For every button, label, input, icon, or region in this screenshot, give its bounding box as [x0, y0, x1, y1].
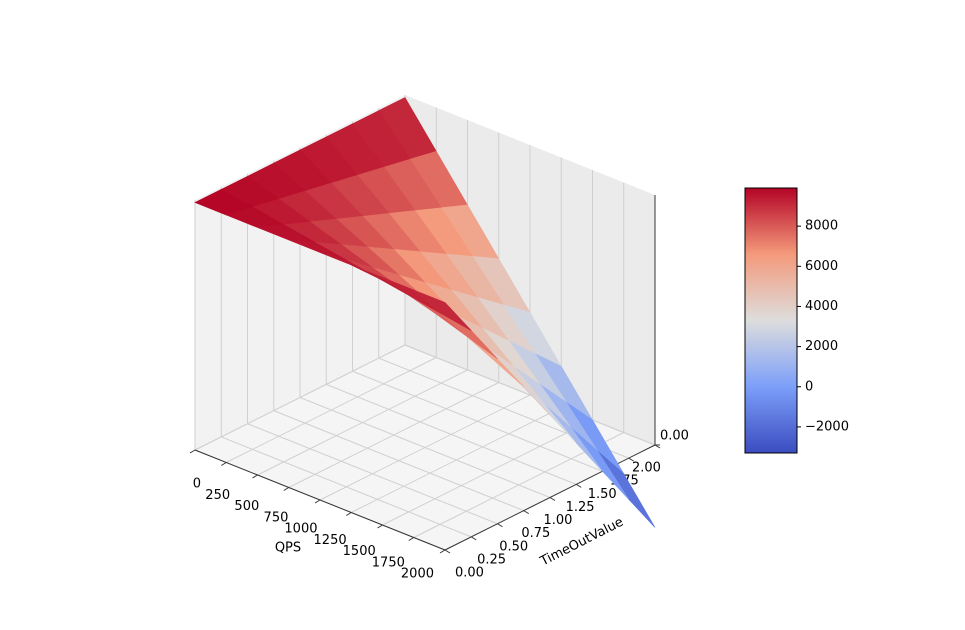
colorbar-tick-label: 4000: [805, 299, 838, 314]
y-tick: [523, 510, 530, 515]
x-tick-label: 1000: [284, 522, 317, 537]
grid-line: [352, 370, 603, 472]
x-tick: [408, 537, 415, 541]
colorbar-tick-label: 2000: [805, 339, 838, 354]
x-tick-label: 250: [205, 488, 230, 503]
y-tick-label: 1.50: [588, 487, 617, 502]
x-tick-label: 2000: [401, 567, 434, 582]
y-tick-label: 0.25: [477, 552, 506, 567]
x-axis-label: QPS: [275, 541, 301, 556]
grid-line: [404, 344, 656, 446]
x-tick: [345, 512, 352, 516]
grid-line: [326, 383, 577, 485]
colorbar-tick-label: 6000: [805, 259, 838, 274]
x-tick-label: 500: [234, 499, 259, 514]
grid-line: [194, 344, 406, 451]
z-tick-label: 0.00: [660, 429, 689, 444]
y-tick-label: 0.00: [455, 566, 484, 581]
x-tick-label: 750: [264, 510, 289, 525]
x-tick-label: 0: [193, 477, 201, 492]
y-tick-label: 0.50: [499, 539, 528, 554]
x-tick-label: 1500: [343, 544, 376, 559]
x-tick-label: 1750: [372, 555, 405, 570]
x-tick: [377, 524, 383, 529]
x-tick: [439, 549, 446, 554]
y-tick-label: 0.75: [521, 526, 550, 541]
y-tick: [497, 523, 503, 528]
x-tick: [314, 499, 321, 504]
y-tick: [470, 536, 477, 541]
y-tick-label: 2.00: [632, 461, 661, 476]
y-tick: [549, 497, 556, 501]
colorbar: [744, 187, 798, 454]
grid-line: [273, 410, 524, 512]
y-tick-label: 1.00: [544, 513, 573, 528]
x-tick: [283, 487, 290, 491]
y-tick: [575, 483, 582, 488]
x-tick: [252, 474, 258, 479]
grid-line: [299, 397, 551, 498]
grid-line: [221, 436, 472, 538]
x-tick: [220, 462, 227, 466]
x-tick-label: 1250: [314, 533, 347, 548]
surface-patch: [413, 289, 472, 331]
grid-line: [247, 423, 498, 525]
colorbar-tick-label: 0: [805, 379, 813, 394]
colorbar-tick-label: −2000: [805, 419, 849, 434]
x-tick: [189, 449, 196, 454]
colorbar-tick-label: 8000: [805, 219, 838, 234]
y-tick-label: 1.25: [566, 500, 595, 515]
y-tick: [444, 549, 451, 554]
y-tick: [628, 457, 635, 462]
